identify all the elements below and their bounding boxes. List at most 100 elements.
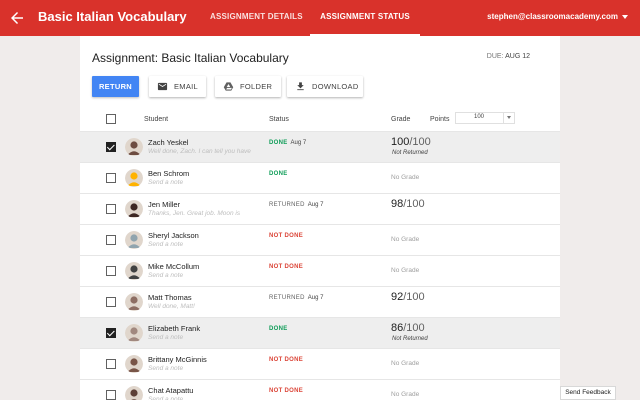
tab-assignment-status[interactable]: ASSIGNMENT STATUS — [310, 0, 420, 36]
grade-score: 92 — [391, 291, 404, 303]
status-text: NOT DONE — [269, 264, 304, 270]
table-row[interactable]: Chat Atapattu Send a note NOT DONE No Grade — [80, 379, 560, 400]
status-badge: DONE — [269, 326, 288, 332]
student-name: Zach Yeskel — [148, 138, 189, 147]
status-text: RETURNED — [269, 295, 305, 301]
grade-value[interactable]: 100/100 — [391, 136, 431, 148]
avatar — [125, 200, 143, 218]
avatar — [125, 138, 143, 156]
student-name: Ben Schrom — [148, 169, 190, 178]
points-value: 100 — [474, 114, 485, 120]
avatar — [125, 169, 143, 187]
grade-score: 98 — [391, 198, 404, 210]
caret-down-icon — [622, 14, 628, 19]
back-arrow-icon[interactable] — [8, 9, 26, 27]
status-badge: NOT DONE — [269, 233, 303, 239]
avatar — [125, 231, 143, 249]
avatar — [125, 386, 143, 400]
student-note[interactable]: Send a note — [148, 241, 184, 248]
points-select[interactable]: 100 — [455, 112, 515, 124]
no-grade-label[interactable]: No Grade — [391, 236, 420, 243]
row-checkbox[interactable] — [106, 204, 116, 214]
table-row[interactable]: Mike McCollum Send a note NOT DONE No Grade — [80, 255, 560, 286]
email-button[interactable]: EMAIL — [149, 76, 206, 97]
email-label: EMAIL — [174, 82, 199, 91]
status-column-header: Status — [269, 116, 289, 123]
student-name: Elizabeth Frank — [148, 324, 201, 333]
status-badge: DONE — [269, 171, 288, 177]
grade-score: 100 — [391, 136, 410, 148]
app-header: Basic Italian Vocabulary ASSIGNMENT DETA… — [0, 0, 640, 36]
row-checkbox[interactable] — [106, 390, 116, 400]
tab-assignment-details[interactable]: ASSIGNMENT DETAILS — [210, 12, 303, 21]
grade-status: Not Returned — [392, 150, 428, 156]
assignment-panel: Assignment: Basic Italian Vocabulary DUE… — [80, 36, 560, 400]
avatar — [125, 262, 143, 280]
status-text: DONE — [269, 140, 288, 146]
status-badge: RETURNED Aug 7 — [269, 295, 323, 301]
row-checkbox[interactable] — [106, 328, 116, 338]
send-feedback-button[interactable]: Send Feedback — [560, 386, 616, 400]
row-checkbox[interactable] — [106, 266, 116, 276]
status-badge: DONE Aug 7 — [269, 140, 306, 146]
row-checkbox[interactable] — [106, 359, 116, 369]
due-date-value: AUG 12 — [505, 53, 530, 60]
student-note[interactable]: Well done, Zach. I can tell you have — [148, 148, 251, 155]
student-note[interactable]: Send a note — [148, 179, 184, 186]
download-icon — [297, 82, 304, 91]
student-note[interactable]: Thanks, Jen. Great job. Moon is — [148, 210, 241, 217]
student-note[interactable]: Send a note — [148, 272, 184, 279]
due-date: DUE: AUG 12 — [487, 53, 530, 60]
no-grade-label[interactable]: No Grade — [391, 391, 420, 398]
no-grade-label[interactable]: No Grade — [391, 360, 420, 367]
table-row[interactable]: Elizabeth Frank Send a note DONE 86/100 Not … — [80, 317, 560, 348]
drive-icon — [223, 82, 234, 91]
grade-value[interactable]: 98/100 — [391, 198, 425, 210]
student-name: Brittany McGinnis — [148, 355, 207, 364]
status-text: RETURNED — [269, 202, 305, 208]
select-all-checkbox[interactable] — [106, 114, 116, 124]
status-badge: NOT DONE — [269, 388, 303, 394]
student-note[interactable]: Send a note — [148, 365, 184, 372]
student-name: Sheryl Jackson — [148, 231, 199, 240]
status-text: DONE — [269, 171, 288, 177]
status-badge: NOT DONE — [269, 264, 303, 270]
account-email: stephen@classroomacademy.com — [487, 12, 618, 21]
status-badge: NOT DONE — [269, 357, 303, 363]
status-text: DONE — [269, 326, 288, 332]
table-header: Student Status Grade Points 100 — [80, 111, 560, 131]
student-note[interactable]: Send a note — [148, 396, 184, 400]
grade-max: /100 — [403, 322, 425, 334]
grade-score: 86 — [391, 322, 404, 334]
table-row[interactable]: Zach Yeskel Well done, Zach. I can tell y… — [80, 131, 560, 162]
student-note[interactable]: Well done, Matt! — [148, 303, 195, 310]
no-grade-label[interactable]: No Grade — [391, 174, 420, 181]
grade-max: /100 — [403, 198, 425, 210]
table-row[interactable]: Jen Miller Thanks, Jen. Great job. Moon i… — [80, 193, 560, 224]
student-name: Mike McCollum — [148, 262, 200, 271]
no-grade-label[interactable]: No Grade — [391, 267, 420, 274]
row-checkbox[interactable] — [106, 173, 116, 183]
status-badge: RETURNED Aug 7 — [269, 202, 323, 208]
return-button[interactable]: RETURN — [92, 76, 139, 97]
table-row[interactable]: Ben Schrom Send a note DONE No Grade — [80, 162, 560, 193]
row-checkbox[interactable] — [106, 235, 116, 245]
table-row[interactable]: Sheryl Jackson Send a note NOT DONE No Grad… — [80, 224, 560, 255]
folder-button[interactable]: FOLDER — [215, 76, 281, 97]
table-row[interactable]: Matt Thomas Well done, Matt! RETURNED Aug 7… — [80, 286, 560, 317]
row-checkbox[interactable] — [106, 297, 116, 307]
points-label: Points — [430, 116, 450, 123]
student-note[interactable]: Send a note — [148, 334, 184, 341]
grade-max: /100 — [409, 136, 431, 148]
student-column-header: Student — [144, 116, 169, 123]
download-label: DOWNLOAD — [312, 82, 359, 91]
row-checkbox[interactable] — [106, 142, 116, 152]
account-menu[interactable]: stephen@classroomacademy.com — [487, 12, 628, 21]
chevron-down-icon — [503, 112, 514, 124]
grade-value[interactable]: 86/100 — [391, 322, 425, 334]
status-text: NOT DONE — [269, 233, 304, 239]
download-button[interactable]: DOWNLOAD — [287, 76, 363, 97]
status-text: NOT DONE — [269, 388, 304, 394]
grade-value[interactable]: 92/100 — [391, 291, 425, 303]
table-row[interactable]: Brittany McGinnis Send a note NOT DONE No G… — [80, 348, 560, 379]
